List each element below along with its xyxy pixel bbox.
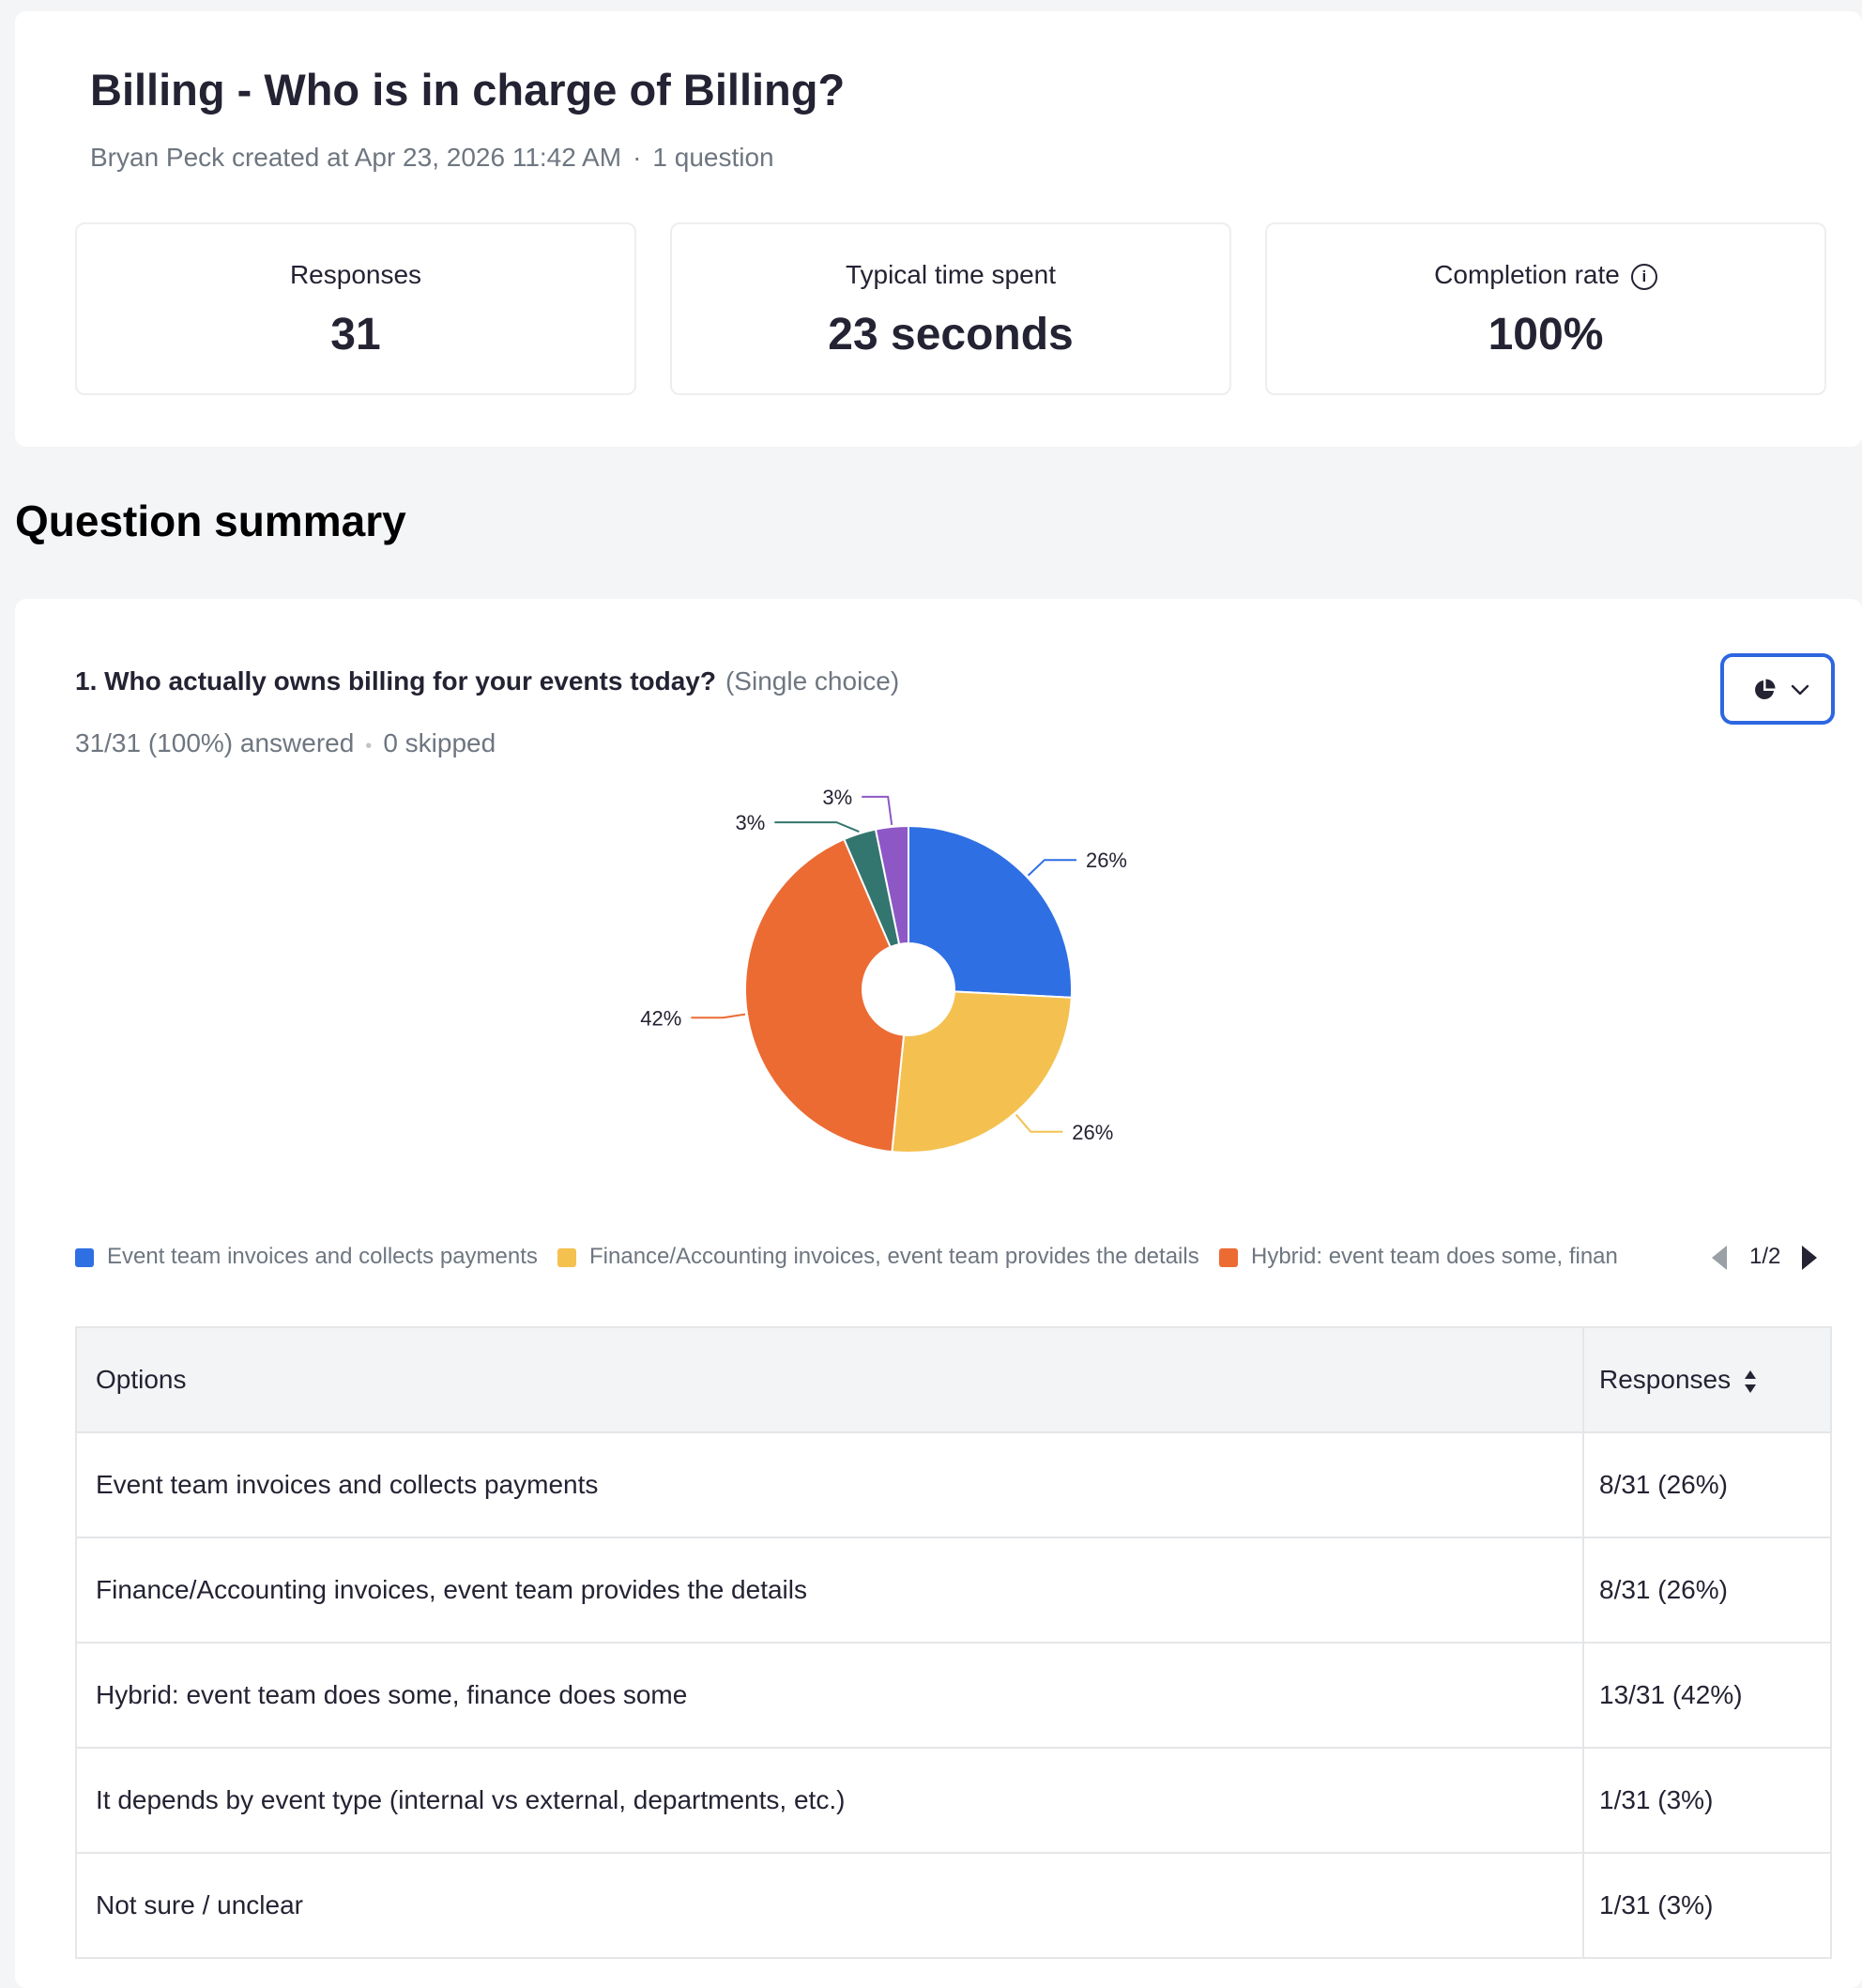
- label-leader-line: [691, 1013, 746, 1019]
- responses-cell: 13/31 (42%): [1582, 1642, 1832, 1749]
- pie-chart-icon: [1755, 679, 1776, 699]
- table-row: Hybrid: event team does some, finance do…: [75, 1642, 1832, 1749]
- chevron-down-icon: [1791, 684, 1809, 696]
- meta-separator: ·: [633, 143, 642, 172]
- stat-label-row: Completion rate i: [1267, 260, 1824, 290]
- option-cell: Not sure / unclear: [75, 1852, 1584, 1959]
- option-cell: Hybrid: event team does some, finance do…: [75, 1642, 1584, 1749]
- responses-cell: 1/31 (3%): [1582, 1852, 1832, 1959]
- legend-label: Hybrid: event team does some, finan: [1251, 1244, 1618, 1269]
- chart-type-dropdown[interactable]: [1721, 654, 1834, 724]
- question-text: 1. Who actually owns billing for your ev…: [75, 666, 716, 696]
- label-leader-line: [1015, 1113, 1063, 1133]
- options-header: Options: [75, 1326, 1584, 1433]
- answered-count: 31/31 (100%) answered: [75, 728, 355, 757]
- info-icon[interactable]: i: [1630, 264, 1657, 290]
- stat-label: Typical time spent: [845, 260, 1057, 289]
- table-header-row: Options Responses: [75, 1326, 1832, 1433]
- stat-value: 23 seconds: [828, 310, 1074, 359]
- question-type: (Single choice): [725, 666, 900, 696]
- responses-cell: 8/31 (26%): [1582, 1431, 1832, 1538]
- pie-slice[interactable]: [744, 837, 910, 1154]
- stat-typical-time: Typical time spent 23 seconds: [670, 222, 1231, 395]
- stat-label: Completion rate: [1434, 260, 1620, 289]
- label-leader-line: [862, 795, 893, 826]
- survey-header-card: Billing - Who is in charge of Billing? B…: [15, 11, 1862, 447]
- pie-slice[interactable]: [908, 824, 1073, 999]
- option-cell: Finance/Accounting invoices, event team …: [75, 1537, 1584, 1644]
- table-row: Finance/Accounting invoices, event team …: [75, 1537, 1832, 1644]
- legend-label: Event team invoices and collects payment…: [107, 1244, 538, 1269]
- creator-line: Bryan Peck created at Apr 23, 2026 11:42…: [90, 143, 622, 172]
- responses-cell: 1/31 (3%): [1582, 1747, 1832, 1854]
- survey-title: Billing - Who is in charge of Billing?: [90, 65, 846, 115]
- responses-table: Options Responses Event team invoices an…: [75, 1326, 1832, 1959]
- donut-hole: [862, 942, 955, 1036]
- legend-prev-icon[interactable]: [1710, 1245, 1729, 1271]
- legend-page-indicator: 1/2: [1749, 1244, 1781, 1269]
- option-cell: It depends by event type (internal vs ex…: [75, 1747, 1584, 1854]
- sort-icon[interactable]: [1744, 1369, 1757, 1395]
- option-cell: Event team invoices and collects payment…: [75, 1431, 1584, 1538]
- legend-swatch: [1219, 1248, 1238, 1267]
- legend-swatch: [557, 1248, 576, 1267]
- stats-separator: •: [365, 736, 373, 757]
- question-count: 1 question: [652, 143, 774, 172]
- data-label: 42%: [640, 1006, 681, 1030]
- question-stats: 31/31 (100%) answered • 0 skipped: [75, 728, 496, 758]
- stat-responses: Responses 31: [75, 222, 636, 395]
- responses-header-label: Responses: [1599, 1365, 1732, 1394]
- data-label: 3%: [822, 786, 852, 809]
- stat-label: Responses: [289, 260, 422, 289]
- table-row: Not sure / unclear 1/31 (3%): [75, 1852, 1832, 1959]
- legend-next-icon[interactable]: [1800, 1245, 1819, 1271]
- stat-value: 31: [330, 310, 381, 359]
- legend-label: Finance/Accounting invoices, event team …: [589, 1244, 1199, 1269]
- responses-cell: 8/31 (26%): [1582, 1537, 1832, 1644]
- label-leader-line: [1027, 859, 1076, 877]
- stat-completion-rate: Completion rate i 100%: [1265, 222, 1826, 395]
- stat-value: 100%: [1488, 310, 1604, 359]
- legend-swatch: [75, 1248, 94, 1267]
- table-row: It depends by event type (internal vs ex…: [75, 1747, 1832, 1854]
- label-leader-line: [774, 821, 860, 833]
- data-label: 26%: [1086, 849, 1127, 872]
- skipped-count: 0 skipped: [383, 728, 496, 757]
- data-label: 3%: [736, 811, 766, 834]
- question-title: 1. Who actually owns billing for your ev…: [75, 666, 899, 696]
- pie-chart: 26% 26% 42% 3% 3%: [640, 786, 1127, 1154]
- pie-slice[interactable]: [891, 987, 1073, 1154]
- section-title: Question summary: [15, 497, 406, 545]
- data-label: 26%: [1072, 1121, 1113, 1144]
- responses-header[interactable]: Responses: [1582, 1326, 1832, 1433]
- survey-meta: Bryan Peck created at Apr 23, 2026 11:42…: [90, 143, 774, 173]
- table-row: Event team invoices and collects payment…: [75, 1431, 1832, 1538]
